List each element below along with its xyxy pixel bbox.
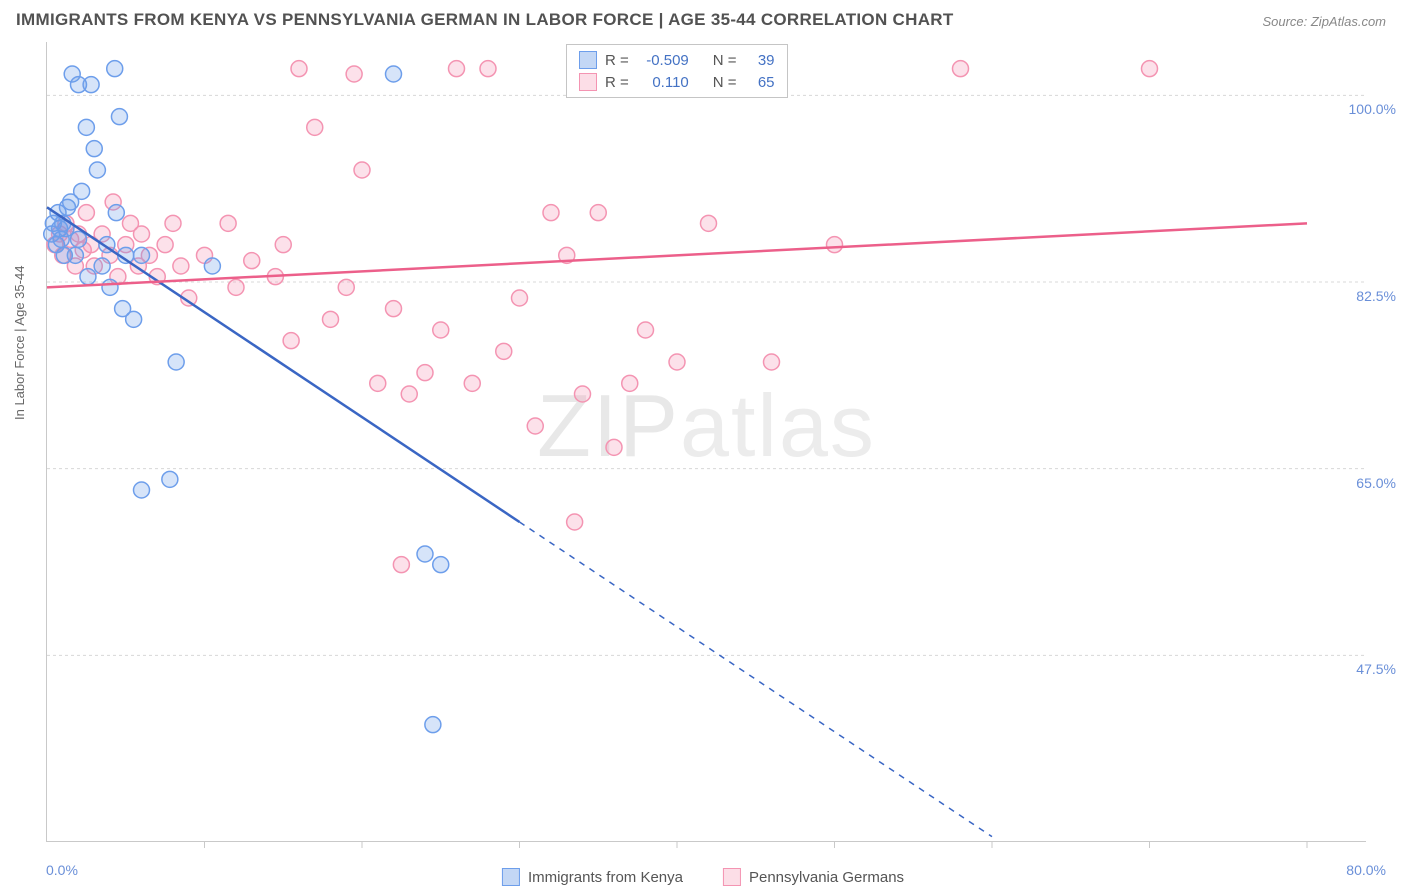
data-point-pa_german: [449, 61, 465, 77]
regression-line-dashed-kenya: [520, 522, 993, 837]
data-point-pa_german: [622, 375, 638, 391]
data-point-kenya: [102, 279, 118, 295]
data-point-pa_german: [827, 237, 843, 253]
data-point-kenya: [134, 482, 150, 498]
y-tick-label: 82.5%: [1356, 288, 1396, 304]
data-point-pa_german: [701, 215, 717, 231]
chart-container: ZIPatlas: [46, 42, 1366, 842]
data-point-kenya: [204, 258, 220, 274]
y-tick-label: 65.0%: [1356, 475, 1396, 491]
data-point-kenya: [71, 231, 87, 247]
y-tick-label: 47.5%: [1356, 661, 1396, 677]
stat-r-label: R =: [605, 74, 629, 91]
data-point-kenya: [78, 119, 94, 135]
data-point-pa_german: [512, 290, 528, 306]
data-point-kenya: [80, 269, 96, 285]
data-point-pa_german: [575, 386, 591, 402]
stat-r-value: 0.110: [637, 74, 689, 91]
data-point-pa_german: [244, 253, 260, 269]
bottom-legend-item-kenya: Immigrants from Kenya: [502, 868, 683, 886]
data-point-kenya: [168, 354, 184, 370]
data-point-pa_german: [764, 354, 780, 370]
stat-n-value: 65: [745, 74, 775, 91]
data-point-pa_german: [173, 258, 189, 274]
legend-stats-box: R = -0.509 N = 39 R = 0.110 N = 65: [566, 44, 788, 98]
data-point-pa_german: [283, 333, 299, 349]
data-point-kenya: [74, 183, 90, 199]
data-point-kenya: [67, 247, 83, 263]
data-point-pa_german: [157, 237, 173, 253]
y-axis-label: In Labor Force | Age 35-44: [12, 266, 27, 420]
stat-n-value: 39: [745, 52, 775, 69]
bottom-legend-item-pa_german: Pennsylvania Germans: [723, 868, 904, 886]
data-point-kenya: [134, 247, 150, 263]
data-point-pa_german: [346, 66, 362, 82]
data-point-pa_german: [606, 439, 622, 455]
data-point-pa_german: [567, 514, 583, 530]
y-tick-label: 100.0%: [1349, 101, 1396, 117]
data-point-pa_german: [1142, 61, 1158, 77]
data-point-pa_german: [228, 279, 244, 295]
data-point-kenya: [89, 162, 105, 178]
data-point-pa_german: [323, 311, 339, 327]
data-point-pa_german: [480, 61, 496, 77]
data-point-pa_german: [78, 205, 94, 221]
data-point-kenya: [94, 258, 110, 274]
data-point-pa_german: [464, 375, 480, 391]
legend-label: Pennsylvania Germans: [749, 869, 904, 886]
data-point-pa_german: [291, 61, 307, 77]
scatter-svg: [47, 42, 1367, 842]
chart-title: IMMIGRANTS FROM KENYA VS PENNSYLVANIA GE…: [16, 10, 954, 30]
data-point-pa_german: [433, 322, 449, 338]
data-point-pa_german: [386, 301, 402, 317]
legend-stats-row-kenya: R = -0.509 N = 39: [579, 49, 775, 71]
data-point-kenya: [433, 557, 449, 573]
stat-n-label: N =: [713, 74, 737, 91]
regression-line-pa_german: [47, 223, 1307, 287]
source-attribution: Source: ZipAtlas.com: [1262, 14, 1386, 29]
stat-r-value: -0.509: [637, 52, 689, 69]
data-point-pa_german: [953, 61, 969, 77]
data-point-kenya: [108, 205, 124, 221]
stat-n-label: N =: [713, 52, 737, 69]
legend-swatch: [579, 73, 597, 91]
data-point-pa_german: [165, 215, 181, 231]
data-point-pa_german: [354, 162, 370, 178]
data-point-kenya: [126, 311, 142, 327]
data-point-pa_german: [669, 354, 685, 370]
x-min-label: 0.0%: [46, 862, 78, 878]
x-max-label: 80.0%: [1346, 862, 1386, 878]
data-point-pa_german: [393, 557, 409, 573]
data-point-pa_german: [307, 119, 323, 135]
data-point-kenya: [425, 717, 441, 733]
data-point-pa_german: [527, 418, 543, 434]
plot-area: ZIPatlas: [46, 42, 1366, 842]
data-point-pa_german: [370, 375, 386, 391]
data-point-kenya: [111, 109, 127, 125]
data-point-pa_german: [590, 205, 606, 221]
legend-swatch: [579, 51, 597, 69]
data-point-kenya: [86, 141, 102, 157]
data-point-kenya: [162, 471, 178, 487]
data-point-kenya: [417, 546, 433, 562]
data-point-pa_german: [401, 386, 417, 402]
data-point-pa_german: [134, 226, 150, 242]
data-point-pa_german: [638, 322, 654, 338]
legend-label: Immigrants from Kenya: [528, 869, 683, 886]
data-point-pa_german: [543, 205, 559, 221]
legend-swatch: [723, 868, 741, 886]
regression-line-kenya: [47, 207, 520, 522]
data-point-pa_german: [417, 365, 433, 381]
data-point-kenya: [107, 61, 123, 77]
bottom-legend: Immigrants from Kenya Pennsylvania German…: [502, 868, 904, 886]
data-point-kenya: [83, 77, 99, 93]
legend-stats-row-pa_german: R = 0.110 N = 65: [579, 71, 775, 93]
data-point-kenya: [386, 66, 402, 82]
data-point-pa_german: [275, 237, 291, 253]
legend-swatch: [502, 868, 520, 886]
stat-r-label: R =: [605, 52, 629, 69]
data-point-pa_german: [220, 215, 236, 231]
data-point-pa_german: [496, 343, 512, 359]
data-point-pa_german: [338, 279, 354, 295]
